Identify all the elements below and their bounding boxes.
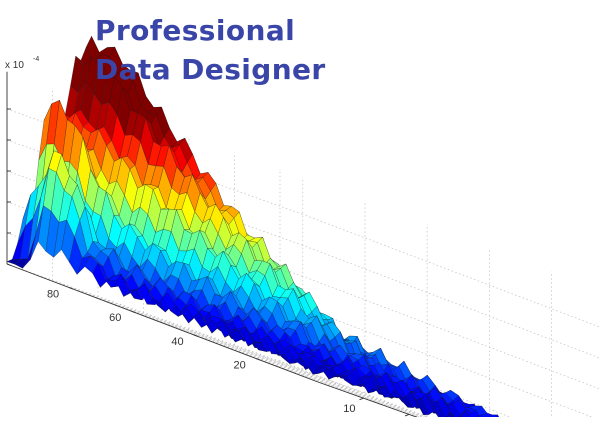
- grid-line: [131, 310, 428, 417]
- grid-line: [279, 360, 442, 422]
- title-line-1: Professional: [95, 14, 296, 47]
- grid-line: [302, 213, 599, 328]
- title-line-2: Data Designer: [95, 53, 326, 86]
- y-tick-label: 40: [171, 336, 183, 348]
- x-tick: [404, 413, 410, 417]
- grid-line: [188, 328, 436, 422]
- z-scale-exponent: -4: [33, 56, 39, 63]
- grid-line: [302, 275, 599, 390]
- grid-line: [234, 344, 439, 422]
- surface-patch: [309, 356, 324, 367]
- grid-line: [255, 358, 436, 422]
- y-tick-label: 80: [47, 289, 59, 301]
- y-tick: [193, 334, 198, 337]
- y-tick: [69, 287, 74, 290]
- x-tick-label: 10: [343, 403, 355, 415]
- y-tick: [131, 310, 136, 314]
- grid-line: [302, 306, 599, 421]
- surface-layer: [6, 35, 503, 422]
- y-tick: [6, 263, 12, 266]
- x-tick: [359, 397, 364, 401]
- tick-label-layer: 1234520406080100102030405060x 10-4: [5, 56, 401, 422]
- grid-line: [97, 296, 410, 415]
- grid-line: [6, 263, 303, 370]
- y-tick-label: 20: [234, 359, 246, 371]
- y-axis-line: [6, 263, 319, 383]
- y-tick: [255, 357, 260, 361]
- x-axis-line: [317, 381, 432, 422]
- grid-line: [193, 334, 440, 422]
- y-tick-label: 60: [109, 312, 121, 324]
- grid-line: [143, 312, 433, 422]
- grid-line: [302, 244, 599, 359]
- z-scale-factor: x 10: [5, 60, 24, 71]
- grid-line: [69, 287, 366, 394]
- axis-layer: [6, 71, 432, 422]
